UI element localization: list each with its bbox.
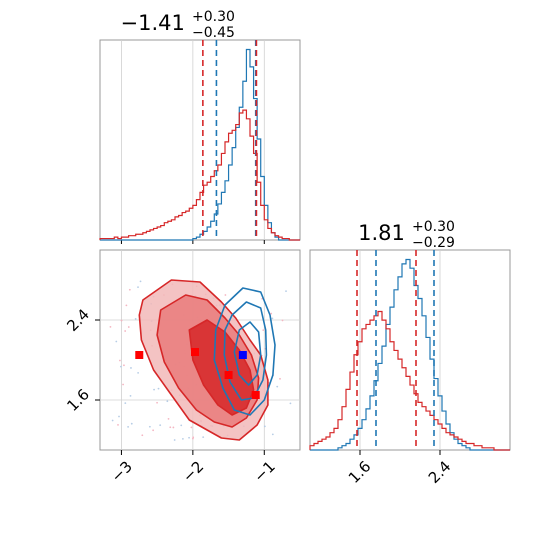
grid-lines (359, 250, 441, 450)
scatter-point (111, 419, 114, 422)
histogram-line (309, 310, 510, 451)
contour-level (233, 321, 262, 386)
scatter-point (130, 422, 133, 425)
scatter-point (156, 401, 158, 404)
scatter-point (124, 402, 127, 405)
scatter-point (119, 359, 121, 362)
marker-point (135, 351, 144, 359)
scatter-point (128, 288, 131, 291)
scatter-point (157, 387, 160, 390)
histogram-series (309, 258, 510, 451)
x-tick-label: 2.4 (425, 457, 455, 487)
title-main: −1.41 (121, 11, 185, 35)
title-sub: −0.45 (192, 25, 235, 41)
scatter-point (281, 319, 284, 322)
scatter-point (202, 436, 205, 438)
contour-level (213, 287, 276, 416)
scatter-point (148, 425, 151, 428)
quantile-lines (356, 250, 435, 450)
scatter-point (262, 329, 265, 332)
panel-joint: −3 −2 −1 1.6 2.4 (63, 249, 301, 486)
scatter-point (271, 433, 274, 436)
scatter-point (167, 418, 170, 420)
scatter-point (159, 424, 162, 427)
scatter-point (271, 317, 274, 320)
quantile-lines (202, 40, 258, 240)
scatter-point (127, 326, 130, 328)
x-tick-label: −1 (250, 457, 278, 485)
scatter-point (188, 436, 190, 439)
scatter-point (192, 436, 195, 439)
scatter-point (122, 383, 124, 386)
scatter-point (139, 280, 142, 283)
scatter-point (123, 364, 125, 367)
scatter-point (124, 330, 127, 332)
scatter-point (180, 424, 183, 427)
panel-frame (99, 39, 301, 241)
scatter-point (153, 388, 155, 391)
scatter-point (137, 286, 139, 288)
histogram-line (310, 258, 510, 451)
scatter-point (117, 423, 119, 426)
scatter-point (127, 426, 130, 428)
scatter-point (120, 319, 123, 322)
scatter-point (115, 340, 118, 343)
panel-frame (309, 249, 511, 451)
x-tick-label: −3 (108, 457, 136, 485)
contour-series (135, 279, 276, 441)
scatter-point (125, 304, 128, 307)
x-tick-label: 1.6 (345, 457, 375, 487)
scatter-point (289, 402, 292, 405)
grid-lines (120, 40, 265, 244)
scatter-point (276, 385, 279, 388)
scatter-point (130, 367, 132, 369)
marker-point (191, 348, 199, 356)
scatter-point (120, 365, 122, 368)
histogram-series (99, 48, 300, 241)
scatter-point (190, 426, 193, 429)
panel-marginal-x: −1.41 +0.30 −0.45 (99, 6, 301, 244)
x-tick-label: −2 (179, 457, 207, 485)
title-sup: +0.30 (412, 219, 455, 235)
scatter-point (166, 400, 169, 403)
title-marginal-y: 1.81 +0.30 −0.29 (358, 216, 460, 251)
scatter-point (270, 312, 273, 315)
scatter-point (172, 426, 175, 429)
scatter-point (169, 426, 172, 429)
scatter-point (173, 439, 176, 441)
title-main: 1.81 (358, 221, 405, 245)
y-tick-label: 2.4 (63, 305, 93, 335)
scatter-point (134, 317, 137, 320)
contour-level (223, 301, 268, 401)
marker-point (224, 371, 233, 379)
panel-frame (99, 249, 301, 451)
marker-point (251, 391, 260, 399)
scatter-point (109, 325, 112, 328)
x-ticks: −3 −2 −1 (108, 450, 279, 486)
title-sub: −0.29 (412, 235, 455, 251)
scatter-point (285, 290, 287, 293)
scatter-point (182, 437, 184, 440)
histogram-line (99, 109, 300, 241)
title-sup: +0.30 (192, 9, 235, 25)
x-ticks: 1.6 2.4 (345, 450, 455, 487)
title-marginal-x: −1.41 +0.30 −0.45 (121, 6, 240, 41)
scatter-point (129, 395, 132, 397)
y-tick-label: 1.6 (63, 385, 93, 415)
scatter-point (118, 415, 120, 418)
scatter-point (152, 429, 155, 432)
scatter-point (279, 377, 281, 380)
scatter-point (224, 294, 227, 296)
scatter-point (137, 371, 140, 374)
scatter-point (141, 434, 144, 437)
panel-marginal-y: 1.6 2.4 1.81 +0.30 −0.29 (309, 216, 511, 487)
marker-point (238, 351, 247, 359)
histogram-line (100, 48, 300, 241)
scatter-point (263, 425, 266, 428)
y-ticks: 1.6 2.4 (63, 305, 100, 415)
